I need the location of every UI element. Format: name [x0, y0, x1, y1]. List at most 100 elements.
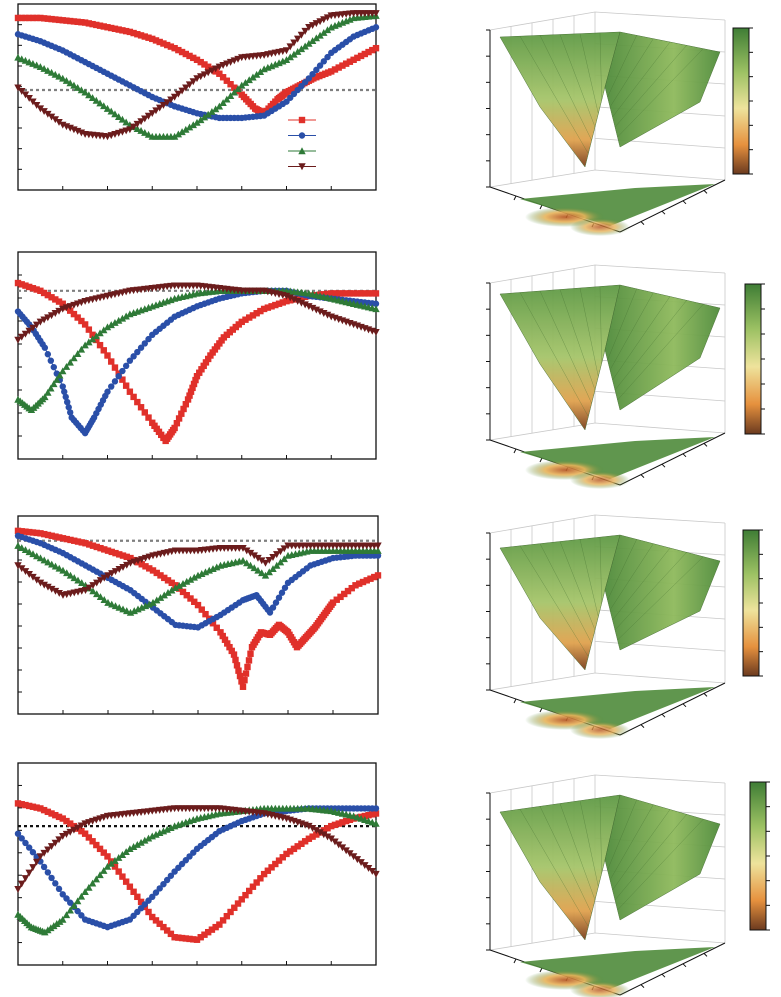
data-point — [145, 908, 152, 916]
data-point — [77, 86, 86, 94]
data-point — [59, 815, 66, 822]
data-point — [324, 53, 331, 61]
data-point — [44, 869, 52, 876]
data-point — [190, 380, 198, 388]
data-point — [73, 350, 82, 357]
data-point — [129, 843, 138, 850]
data-point — [127, 554, 134, 562]
data-point — [212, 923, 219, 931]
data-point — [273, 551, 281, 559]
data-point — [111, 110, 119, 118]
data-point — [245, 76, 253, 84]
data-point — [36, 579, 45, 587]
data-point — [51, 562, 60, 570]
data-point — [249, 883, 257, 890]
data-point — [224, 640, 231, 647]
data-point — [14, 800, 22, 807]
data-point — [73, 84, 82, 91]
data-point — [234, 85, 242, 93]
data-point — [33, 576, 41, 584]
box-top-edge — [489, 514, 726, 534]
data-point — [250, 552, 258, 560]
data-point — [171, 424, 178, 432]
data-point — [55, 72, 63, 80]
data-point — [305, 822, 313, 830]
data-point — [67, 899, 74, 906]
data-point — [25, 802, 33, 810]
data-point — [357, 859, 365, 867]
data-point — [313, 66, 320, 74]
data-point — [85, 883, 93, 891]
data-point — [126, 28, 134, 36]
data-point — [44, 291, 52, 299]
data-point — [226, 643, 233, 651]
data-point — [14, 542, 22, 549]
data-point — [137, 344, 145, 351]
y-tick — [640, 724, 645, 728]
data-point — [297, 31, 306, 39]
surface-floor-projection — [520, 687, 715, 739]
data-point — [193, 936, 201, 943]
mesh-line — [519, 36, 589, 154]
data-point — [186, 935, 193, 943]
mesh-line — [607, 35, 637, 98]
data-point — [52, 811, 59, 819]
data-point — [14, 279, 22, 287]
data-point — [265, 556, 273, 564]
data-point — [368, 867, 376, 875]
data-point — [126, 357, 134, 364]
data-point — [77, 345, 86, 353]
data-point — [133, 840, 142, 848]
data-point — [130, 888, 137, 895]
data-point — [200, 71, 209, 79]
data-point — [211, 105, 220, 113]
legend — [288, 116, 316, 171]
data-point — [74, 907, 81, 915]
data-point — [342, 290, 350, 297]
y-tick — [682, 200, 687, 205]
data-point — [50, 380, 58, 388]
data-point — [85, 338, 93, 346]
data-point — [227, 908, 234, 916]
data-point — [316, 18, 324, 26]
series-4 — [14, 10, 380, 141]
data-point — [96, 593, 105, 601]
data-point — [47, 68, 56, 76]
data-point — [264, 867, 272, 874]
data-point — [100, 102, 108, 110]
data-point — [44, 846, 52, 854]
data-point — [193, 75, 201, 83]
data-point — [18, 14, 25, 22]
mesh-line — [539, 290, 592, 404]
data-point — [356, 580, 363, 587]
data-point — [56, 534, 63, 541]
data-point — [186, 392, 193, 399]
data-point — [282, 56, 291, 63]
data-point — [44, 926, 52, 934]
data-point — [216, 921, 223, 928]
mesh-line — [609, 804, 654, 881]
floor-shadow — [520, 437, 715, 479]
data-point — [331, 290, 339, 297]
x-tick — [539, 707, 543, 713]
data-point — [114, 113, 123, 120]
data-point — [275, 300, 283, 307]
data-point — [202, 610, 209, 618]
data-point — [159, 101, 168, 109]
data-point — [48, 810, 55, 817]
data-point — [156, 38, 163, 46]
data-point — [164, 589, 172, 596]
data-point — [100, 574, 108, 582]
data-point — [59, 383, 66, 390]
y-tick — [640, 221, 645, 225]
data-point — [100, 347, 107, 354]
data-point — [134, 348, 141, 356]
box-top-edge — [489, 11, 726, 31]
data-point — [81, 888, 89, 895]
data-point — [78, 912, 85, 919]
data-point — [297, 45, 306, 53]
data-point — [342, 60, 350, 67]
data-point — [78, 579, 86, 587]
data-point — [268, 303, 275, 310]
data-point — [372, 329, 380, 336]
